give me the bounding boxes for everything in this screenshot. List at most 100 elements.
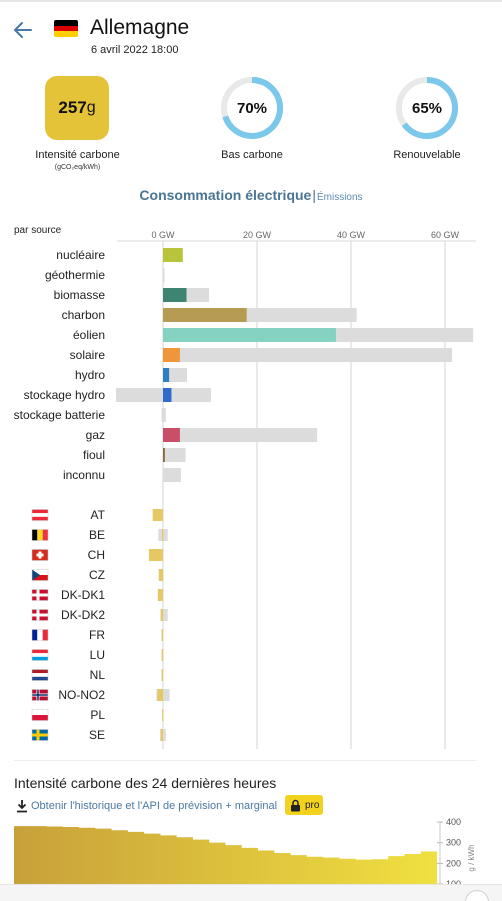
carbon-intensity-unit-label: (gCO₂eq/kWh) [54,164,101,171]
source-label: fioul [83,448,105,462]
carbon-intensity-label: Intensité carbone [35,149,120,161]
gauge-fill [221,77,283,139]
low-carbon-label: Bas carbone [221,149,283,161]
exchange-zone-label: NO-NO2 [58,688,105,702]
footer-bar [0,884,502,901]
capacity-bar[interactable] [161,408,166,422]
title-separator: | [312,187,316,203]
par-source-label: par source [14,225,62,236]
source-label: stockage hydro [24,388,106,402]
production-bar[interactable] [163,308,247,322]
history-chart: 400 300 200 100 g / kWh [14,818,476,888]
exchange-zone-label: BE [89,528,105,542]
x-tick-label: 60 GW [431,230,460,240]
country-flag-icon [31,529,49,541]
exchange-flow-bar[interactable] [161,669,163,681]
exchange-zone-label: PL [90,708,105,722]
country-flag-icon [31,629,49,641]
zone-datetime: 6 avril 2022 18:00 [91,44,179,56]
country-flag-icon [31,689,49,701]
source-label: inconnu [63,468,105,482]
history-tick-label: 200 [446,858,461,868]
renewable-value: 65% [411,99,443,117]
history-area[interactable] [14,826,437,888]
capacity-bar[interactable] [163,268,165,282]
production-bar[interactable] [163,288,187,302]
country-flag-icon [31,649,49,661]
capacity-bar[interactable] [163,468,181,482]
exchange-zone-label: SE [89,728,105,742]
exchange-zone-label: DK-DK1 [61,588,105,602]
download-icon [17,800,27,813]
section-title: Consommation électrique|Émissions [0,187,502,203]
metrics-row: 257 g Intensité carbone (gCO₂eq/kWh) 70% … [0,76,502,176]
country-flag-icon [31,509,49,521]
lock-icon [291,799,300,811]
exchange-flow-bar[interactable] [157,689,163,701]
renewable-gauge[interactable] [395,76,459,140]
country-flag-icon [31,669,49,681]
history-link-text: Obtenir l'historique et l'API de prévisi… [31,800,278,812]
history-tick-label: 300 [446,838,461,848]
history-tick-label: 100 [446,879,461,888]
exchange-flow-bar[interactable] [160,729,163,741]
source-label: hydro [75,368,105,382]
production-bar[interactable] [163,428,180,442]
exchange-flow-bar[interactable] [160,609,163,621]
low-carbon-value: 70% [236,99,268,117]
country-flag-icon [31,609,49,621]
country-flag-icon [31,569,49,581]
x-tick-label: 20 GW [243,230,272,240]
production-bar[interactable] [163,248,183,262]
exchange-zone-label: DK-DK2 [61,608,105,622]
exchange-capacity-bar[interactable] [160,609,168,621]
exchange-flow-bar[interactable] [161,629,163,641]
exchange-flow-bar[interactable] [158,569,163,581]
production-bar[interactable] [163,448,165,462]
capacity-bar[interactable] [163,448,186,462]
zone-header: Allemagne 6 avril 2022 18:00 [0,10,502,70]
production-bar[interactable] [163,328,336,342]
zone-name: Allemagne [90,16,190,39]
source-label: solaire [70,348,106,362]
country-flag-icon [31,549,49,561]
top-border [0,0,502,2]
history-tick-label: 400 [446,818,461,827]
emissions-toggle-link[interactable]: Émissions [316,192,363,203]
country-flag-icon [31,729,49,741]
history-y-label: g / kWh [467,844,476,871]
low-carbon-gauge[interactable] [220,76,284,140]
exchange-zone-label: AT [91,508,106,522]
arrow-left-icon[interactable] [10,18,36,42]
production-bar[interactable] [163,368,170,382]
production-bar[interactable] [163,388,172,402]
history-title: Intensité carbone des 24 dernières heure… [14,775,277,791]
source-label: charbon [62,308,105,322]
source-label: éolien [73,328,105,342]
carbon-intensity-badge[interactable]: 257 g [45,76,109,140]
exchange-zone-label: LU [90,648,105,662]
electricity-chart: par source 0 GW 20 GW 40 GW 60 GW nucléaire gé… [14,225,476,749]
exchange-flow-bar[interactable] [162,709,164,721]
exchange-flow-bar[interactable] [157,589,163,601]
exchange-flow-bar[interactable] [162,529,164,541]
pro-badge[interactable]: pro [285,795,323,815]
country-flag-icon [31,589,49,601]
exchange-flow-bar[interactable] [161,649,163,661]
x-tick-label: 0 GW [151,230,175,240]
source-label: géothermie [45,268,105,282]
exchange-zone-label: CH [88,548,105,562]
exchange-flow-bar[interactable] [152,509,163,521]
renewable-label: Renouvelable [393,149,461,161]
source-label: gaz [86,428,105,442]
capacity-bar[interactable] [163,348,453,362]
section-divider [14,760,476,761]
production-bar[interactable] [163,348,180,362]
exchange-zone-label: FR [89,628,105,642]
exchange-zone-label: NL [90,668,106,682]
source-label: stockage batterie [14,408,106,422]
capacity-bar[interactable] [163,428,318,442]
history-api-link[interactable]: Obtenir l'historique et l'API de prévisi… [16,797,277,815]
consumption-title: Consommation électrique [139,187,312,203]
exchange-flow-bar[interactable] [148,549,163,561]
